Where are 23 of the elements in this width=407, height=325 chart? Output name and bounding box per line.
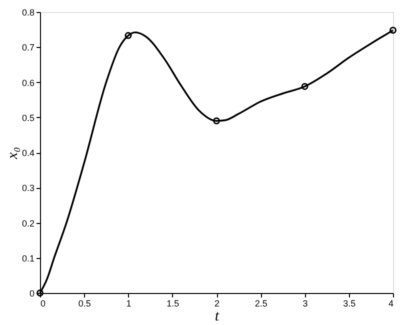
x-tick-label: 0 [40, 298, 46, 308]
y-tick-label: 0.5 [22, 112, 34, 123]
y-tick-label: 0 [29, 288, 34, 298]
x-tick-label: 1.5 [166, 298, 180, 308]
y-axis-title: x₀ [4, 147, 21, 160]
point [213, 117, 220, 124]
x-axis-title: t [214, 308, 220, 324]
x-tick-label: 3 [302, 298, 308, 308]
y-tick-label: 0.6 [22, 78, 34, 88]
x-tick-label: 4 [388, 298, 394, 308]
y-tick-label: 0.8 [22, 8, 34, 18]
point [124, 32, 132, 40]
y-tick-label: 0.4 [22, 148, 34, 158]
x-tick-label: 2.5 [254, 298, 268, 308]
y-tick-label: 0.3 [22, 183, 34, 194]
x-tick-label: 3.5 [343, 298, 356, 308]
y-tick-label: 0.1 [22, 253, 34, 264]
y-tick-label: 0.2 [22, 218, 34, 228]
x-tick-label: 0.5 [78, 298, 91, 308]
x-tick-label: 1 [126, 298, 132, 308]
x-tick-label: 2 [214, 298, 220, 308]
y-tick-label: 0.7 [22, 42, 34, 53]
point [301, 82, 308, 90]
